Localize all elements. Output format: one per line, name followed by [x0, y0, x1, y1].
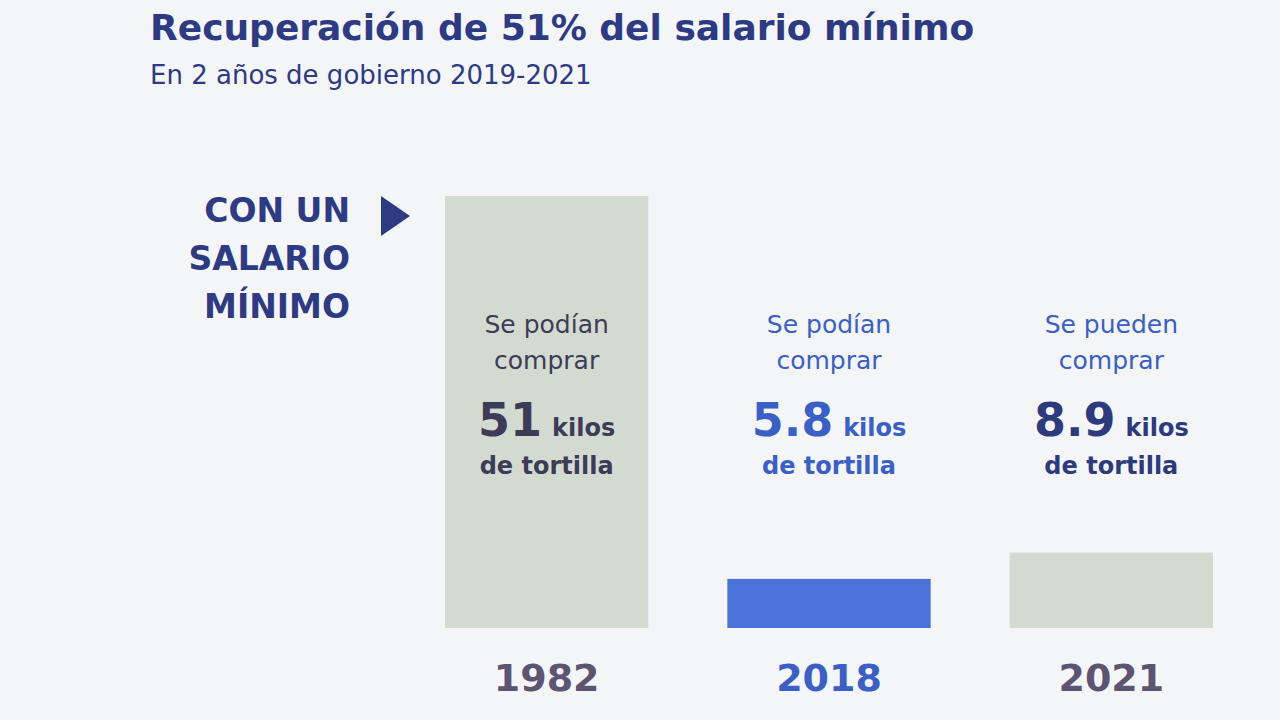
- chart-canvas: Recuperación de 51% del salario mínimo En…: [0, 0, 1280, 720]
- unit-label: kilos: [1126, 414, 1189, 442]
- data-label-group: 5.8 kilos: [752, 393, 907, 447]
- object-label: de tortilla: [762, 452, 896, 480]
- unit-label: kilos: [843, 414, 906, 442]
- tick-label: 2018: [776, 656, 882, 700]
- arrow: [381, 196, 410, 236]
- side-label: CON UNSALARIOMÍNIMO: [188, 191, 350, 326]
- bar: [445, 196, 648, 628]
- data-label-group: 51 kilos: [478, 393, 615, 447]
- subtitle: En 2 años de gobierno 2019-2021: [150, 60, 592, 90]
- tick: 2021: [1058, 628, 1164, 700]
- bar: [1010, 553, 1213, 628]
- tick: 2018: [776, 628, 882, 700]
- x-axis: 1982 2018 2021: [494, 628, 1164, 700]
- background: [0, 0, 1280, 720]
- lead-text: Se puedencomprar: [1045, 310, 1178, 375]
- unit-label: kilos: [552, 414, 615, 442]
- object-label: de tortilla: [480, 452, 614, 480]
- data-label: 5.8: [752, 393, 834, 447]
- data-label: 8.9: [1034, 393, 1116, 447]
- bars: [445, 196, 1213, 628]
- lead-text: Se podíancomprar: [484, 310, 608, 375]
- bar-labels: Se podíancomprar 51 kilos de tortilla Se pod…: [478, 310, 1189, 480]
- tick-label: 2021: [1058, 656, 1164, 700]
- data-label: 51: [478, 393, 542, 447]
- object-label: de tortilla: [1044, 452, 1178, 480]
- bar: [727, 579, 930, 628]
- data-label-group: 8.9 kilos: [1034, 393, 1189, 447]
- tick-label: 1982: [494, 656, 600, 700]
- lead-text: Se podíancomprar: [767, 310, 891, 375]
- tick: 1982: [494, 628, 600, 700]
- title: Recuperación de 51% del salario mínimo: [150, 7, 974, 48]
